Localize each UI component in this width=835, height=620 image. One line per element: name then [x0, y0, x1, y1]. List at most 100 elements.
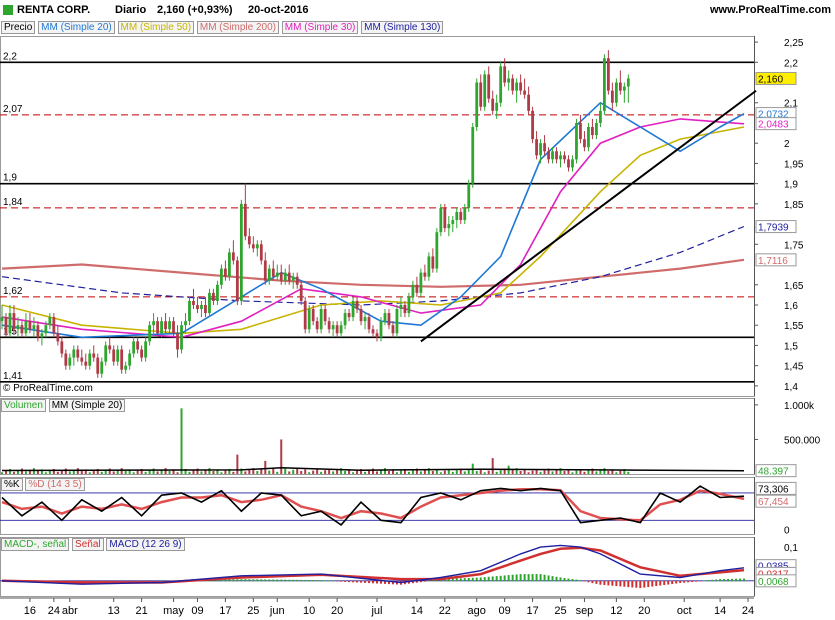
candle-body: [12, 313, 16, 330]
macd-hist-bar: [615, 580, 618, 587]
candle-body: [591, 127, 594, 136]
macd-hist-bar: [348, 580, 351, 583]
volume-bar: [156, 471, 159, 474]
volume-bar: [491, 458, 494, 474]
value-box-label: 2,160: [758, 74, 783, 85]
macd-hist-bar: [603, 580, 606, 586]
volume-bar: [140, 468, 143, 474]
stoch-tick-label: 0: [784, 525, 790, 536]
macd-hist-bar: [639, 580, 642, 589]
macd-hist-bar: [216, 579, 219, 582]
macd-hist-bar: [591, 580, 594, 584]
candle-body: [463, 207, 467, 221]
volume-bar: [300, 471, 303, 474]
stoch-k-line: [1, 485, 745, 526]
candle-body: [176, 333, 179, 350]
candle-body: [451, 220, 455, 225]
volume-bar: [376, 471, 378, 474]
candle-body: [483, 74, 487, 107]
volume-bar: [276, 471, 279, 474]
level-label-3: 1,84: [3, 197, 23, 208]
macd-hist-bar: [364, 580, 367, 583]
candle-body: [243, 203, 247, 237]
candle-body: [331, 325, 335, 330]
macd-hist-bar: [703, 580, 706, 582]
candle-body: [610, 90, 614, 103]
volume-bar: [268, 470, 271, 474]
macd-hist-bar: [551, 576, 554, 582]
volume-bar: [451, 471, 454, 474]
ma20-label[interactable]: MM (Simple 20): [38, 21, 115, 34]
candle-body: [403, 304, 407, 314]
macd-hist-bar: [547, 575, 550, 582]
ma200-label[interactable]: MM (Simple 200): [196, 21, 279, 34]
macd-hist-bar: [423, 580, 426, 582]
candle-body: [343, 313, 347, 326]
macd-hist-bar: [495, 576, 498, 582]
macd-hist-bar: [407, 580, 410, 584]
macd-hist-bar: [240, 579, 243, 582]
volume-bar: [44, 472, 47, 474]
macd-hist-bar: [671, 580, 674, 585]
volume-bar: [623, 468, 626, 474]
x-tick-label: 12: [610, 605, 622, 617]
ma200-line: [1, 258, 745, 288]
macd-signal-title[interactable]: Señal: [72, 538, 104, 551]
volume-bar: [523, 469, 526, 474]
candle-body: [531, 110, 534, 140]
volume-bar: [399, 470, 402, 474]
volume-bar: [431, 471, 434, 474]
macd-hist-bar: [236, 579, 239, 582]
volume-bar: [296, 468, 299, 474]
candle-body: [391, 325, 395, 334]
stoch-k-value: 73,306: [758, 484, 789, 495]
volume-bar: [248, 469, 251, 474]
ma50-label[interactable]: MM (Simple 50): [117, 21, 195, 34]
x-tick-label: 16: [24, 605, 36, 617]
stoch-d-title[interactable]: %D (14 3 5): [25, 478, 85, 491]
volume-bar: [320, 471, 323, 474]
candle-body: [499, 66, 503, 103]
candle-body: [227, 252, 231, 277]
price-label: Precio: [1, 21, 36, 34]
stoch-d-line: [1, 488, 745, 522]
ma30-label[interactable]: MM (Simple 30): [281, 21, 359, 34]
x-tick-label: abr: [62, 605, 78, 617]
volume-bar: [535, 468, 538, 474]
macd-hist-bar: [144, 580, 147, 582]
volume-bar: [284, 468, 287, 474]
candle-body: [327, 321, 331, 330]
volume-bar: [256, 471, 259, 474]
x-tick-label: oct: [677, 605, 692, 617]
x-tick-label: 09: [499, 605, 511, 617]
volume-bar: [312, 470, 315, 474]
candle-body: [255, 244, 259, 249]
macd-hist-bar: [663, 580, 666, 586]
volume-bar: [236, 454, 239, 474]
volume-tick-label: 1.000k: [784, 401, 815, 412]
volume-bar: [459, 468, 462, 474]
volume-bar: [136, 470, 139, 474]
candle-body: [606, 58, 610, 91]
ma130-label[interactable]: MM (Simple 130): [361, 21, 444, 34]
candle-body: [614, 82, 618, 103]
volume-bar: [60, 470, 63, 474]
macd-indicator[interactable]: MACD (12 26 9): [106, 538, 185, 551]
volume-bar: [467, 469, 470, 474]
candle-body: [160, 321, 163, 334]
price-tick-label: 1,5: [784, 341, 798, 352]
macd-hist-bar: [152, 580, 155, 582]
volume-bar: [455, 470, 458, 474]
volume-bar: [379, 469, 382, 474]
volume-bar: [387, 471, 390, 474]
volume-bar: [348, 469, 351, 474]
candle-body: [224, 268, 227, 277]
site-label[interactable]: www.ProRealTime.com: [709, 4, 831, 16]
price-tick-label: 1,95: [784, 159, 804, 170]
macd-hist-bar: [743, 578, 746, 582]
candle-body: [491, 98, 495, 111]
volume-ma-label[interactable]: MM (Simple 20): [48, 399, 126, 412]
candle-body: [192, 300, 195, 305]
volume-bar: [415, 468, 418, 474]
